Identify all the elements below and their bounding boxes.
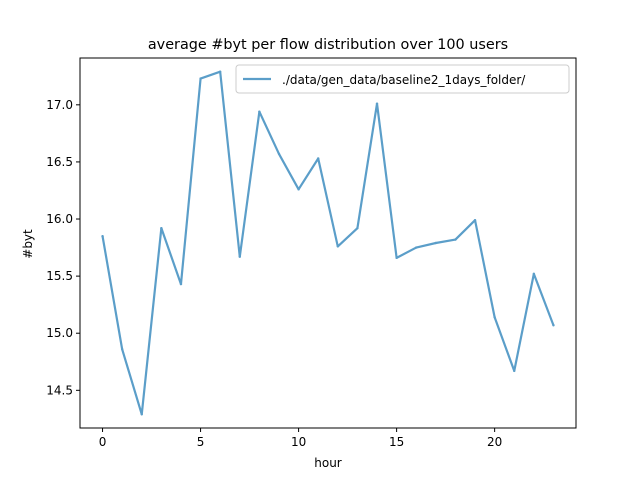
data-point <box>160 226 163 230</box>
data-point <box>336 245 340 248</box>
x-tick-label: 20 <box>487 435 502 449</box>
series-lines <box>101 70 555 416</box>
chart-title: average #byt per flow distribution over … <box>148 37 508 53</box>
data-point <box>199 77 202 80</box>
data-point <box>277 152 281 156</box>
data-point <box>454 238 457 241</box>
data-point <box>140 413 143 416</box>
data-point <box>493 316 496 319</box>
y-tick-label: 14.5 <box>46 383 73 397</box>
y-tick-label: 16.5 <box>46 155 73 169</box>
series-line <box>101 70 555 416</box>
plot-frame <box>79 57 577 429</box>
y-tick-label: 15.0 <box>46 326 73 340</box>
data-point <box>218 70 222 73</box>
x-tick-label: 10 <box>291 435 306 449</box>
data-point <box>356 226 359 230</box>
x-tick-label: 0 <box>99 435 107 449</box>
y-tick-label: 16.0 <box>46 212 73 226</box>
data-point <box>258 110 261 113</box>
data-point <box>297 188 300 191</box>
data-point <box>375 102 379 105</box>
x-tick-label: 15 <box>389 435 404 449</box>
data-point <box>238 255 241 258</box>
y-tick-label: 15.5 <box>46 269 73 283</box>
data-point <box>120 348 124 351</box>
legend: ./data/gen_data/baseline2_1days_folder/ <box>235 64 570 94</box>
data-point <box>179 282 183 286</box>
data-point <box>434 241 438 245</box>
legend-box <box>235 64 570 94</box>
data-point <box>415 246 418 249</box>
data-point <box>316 157 320 160</box>
data-point <box>473 218 477 222</box>
data-point <box>395 256 398 260</box>
data-point <box>552 324 555 327</box>
x-axis-label: hour <box>314 456 342 470</box>
data-point <box>513 369 516 373</box>
x-tick-label: 5 <box>197 435 205 449</box>
y-axis-label: #byt <box>21 229 35 259</box>
axis-ticks: 0 5 10 15 20 14.5 15.0 15.5 16.0 16.5 17.0 <box>46 98 502 449</box>
y-tick-label: 17.0 <box>46 98 73 112</box>
legend-label: ./data/gen_data/baseline2_1days_folder/ <box>282 73 526 87</box>
data-point <box>101 234 104 238</box>
data-point <box>532 272 536 276</box>
